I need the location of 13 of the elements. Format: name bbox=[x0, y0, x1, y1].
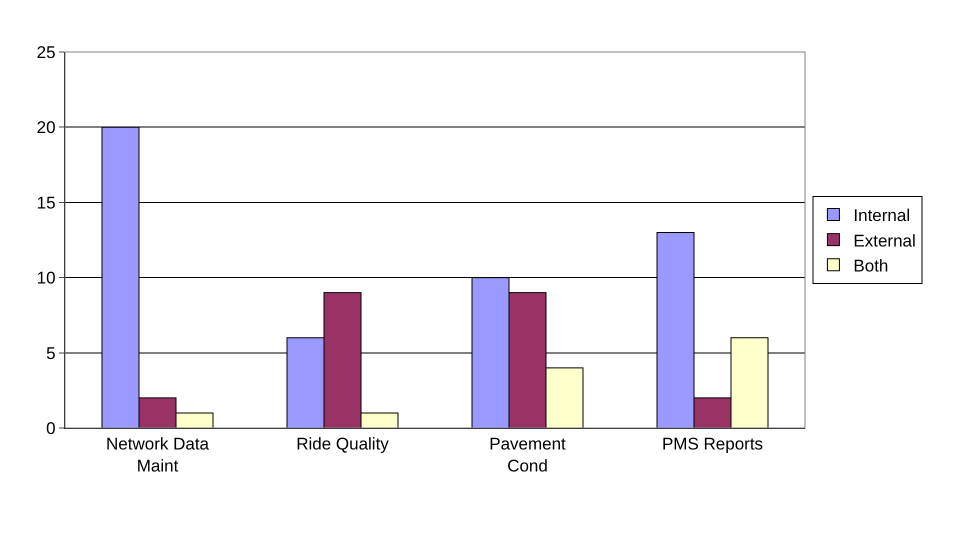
x-tick-label: Network Data Maint bbox=[106, 434, 210, 476]
x-tick-label: Pavement Cond bbox=[489, 434, 566, 476]
y-tick-label: 25 bbox=[36, 42, 56, 62]
y-tick-label: 20 bbox=[36, 118, 56, 138]
y-tick-label: 5 bbox=[46, 344, 56, 363]
y-tick-label: 15 bbox=[36, 193, 56, 212]
legend-label: Internal bbox=[853, 206, 910, 226]
legend-label: Both bbox=[853, 256, 888, 276]
y-tick-label: 10 bbox=[36, 268, 56, 288]
x-tick-label: Ride Quality bbox=[296, 434, 390, 454]
legend-label: External bbox=[853, 231, 916, 250]
y-tick-label: 0 bbox=[46, 418, 56, 438]
x-tick-label: PMS Reports bbox=[662, 434, 764, 454]
